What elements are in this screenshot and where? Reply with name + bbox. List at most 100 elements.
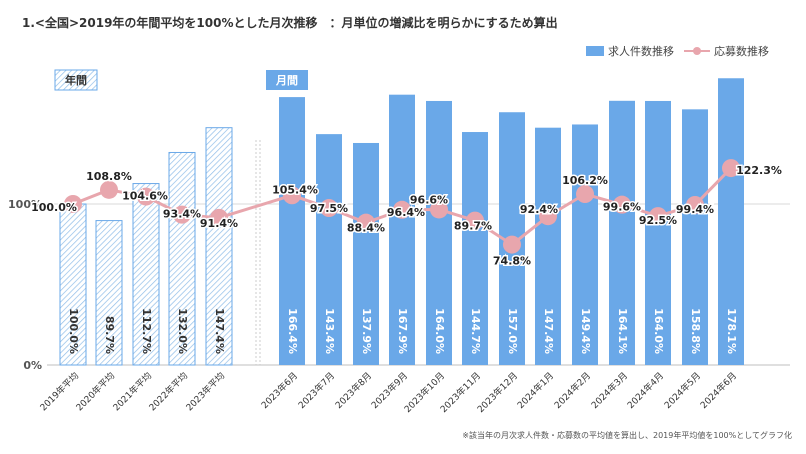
bar-value-label: 100.0% (67, 308, 80, 354)
footnote: ※該当年の月次求人件数・応募数の平均値を算出し、2019年平均値を100%として… (462, 431, 792, 440)
bar (535, 127, 561, 365)
bar-value-label: 149.4% (579, 308, 592, 354)
line-marker (283, 186, 301, 205)
line-value-label: 104.6% (122, 190, 168, 203)
x-tick-label: 2024年6月 (698, 370, 739, 411)
x-tick-label: 2023年6月 (259, 370, 300, 411)
line-marker (576, 185, 594, 204)
line-marker (357, 213, 375, 232)
bar-value-label: 166.4% (286, 308, 299, 354)
bar (316, 134, 342, 365)
line-marker (173, 205, 191, 224)
line-value-label: 96.6% (410, 193, 448, 206)
legend-item-jobs: 求人件数推移 (586, 43, 674, 59)
bar-value-label: 158.8% (689, 308, 702, 354)
x-tick-label: 2023年8月 (333, 370, 374, 411)
line-value-label: 91.4% (200, 217, 238, 230)
line-value-label: 92.5% (639, 214, 677, 227)
bar-value-label: 178.1% (725, 308, 738, 354)
line-marker (503, 235, 521, 254)
legend-label-applications: 応募数推移 (714, 45, 769, 58)
line-value-label: 99.4% (676, 203, 714, 216)
x-tick-label: 2023年平均 (183, 370, 227, 414)
line-value-label: 93.4% (163, 208, 201, 221)
y-tick-label: 0% (23, 359, 42, 372)
bar-value-label: 143.4% (323, 308, 336, 354)
group-label-box (54, 69, 98, 91)
bar-value-label: 164.0% (433, 308, 446, 354)
line-marker (539, 207, 557, 226)
bar-value-label: 132.0% (176, 308, 189, 354)
bar (645, 100, 671, 366)
bar-value-label: 164.0% (652, 308, 665, 354)
line-value-label: 106.2% (562, 174, 608, 187)
legend-item-applications: 応募数推移 (684, 43, 769, 59)
chart-title: 1.<全国>2019年の年間平均を100%とした月次推移 ：月単位の増減比を明ら… (22, 16, 558, 30)
bar (718, 78, 744, 365)
bar (389, 94, 415, 365)
bar-value-label: 112.7% (140, 308, 153, 354)
line-value-label: 89.7% (454, 220, 492, 233)
bar (682, 109, 708, 365)
line-value-label: 96.4% (387, 206, 425, 219)
legend-label-jobs: 求人件数推移 (608, 45, 674, 58)
group-label: 月間 (275, 74, 298, 87)
x-tick-label: 2024年4月 (625, 370, 666, 411)
line-marker (466, 211, 484, 230)
line-value-label: 122.3% (736, 164, 782, 177)
x-tick-label: 2023年9月 (369, 370, 410, 411)
x-tick-label: 2023年7月 (296, 370, 337, 411)
line-value-label: 97.5% (310, 202, 348, 215)
bar (353, 142, 379, 365)
bar-value-label: 147.4% (213, 308, 226, 354)
bar (205, 127, 233, 366)
line-value-label: 105.4% (272, 183, 318, 196)
bar (279, 97, 305, 365)
line-value-label: 74.8% (493, 255, 531, 268)
line-marker (210, 208, 228, 227)
bar-value-label: 157.0% (506, 308, 519, 354)
line-marker (613, 195, 631, 214)
line-marker (430, 200, 448, 219)
bar-value-label: 164.1% (616, 308, 629, 354)
x-tick-label: 2024年3月 (589, 370, 630, 411)
bar (59, 203, 87, 366)
bar-value-label: 144.7% (469, 308, 482, 354)
x-tick-label: 2020年平均 (73, 370, 117, 414)
bar-value-label: 89.7% (103, 316, 116, 354)
line-marker (393, 200, 411, 219)
y-tick-label: 100% (8, 198, 42, 211)
bar-value-label: 167.9% (396, 308, 409, 354)
line-marker (100, 180, 118, 199)
line-marker (722, 159, 740, 178)
bar (426, 100, 452, 366)
bar (462, 132, 488, 365)
x-tick-label: 2024年1月 (515, 370, 556, 411)
line-value-label: 92.4% (520, 203, 558, 216)
group-label-box (266, 70, 308, 90)
line-value-label: 88.4% (347, 222, 385, 235)
bar (132, 183, 160, 366)
line-marker (64, 195, 82, 213)
bar-value-label: 137.9% (360, 308, 373, 354)
bar (572, 124, 598, 365)
line-marker (686, 195, 704, 214)
group-label: 年間 (65, 73, 87, 87)
bar (168, 151, 196, 366)
legend-swatch-applications (684, 46, 710, 56)
bar (95, 220, 123, 366)
line-marker (649, 207, 667, 226)
x-tick-label: 2024年5月 (662, 370, 703, 411)
line-marker (320, 199, 338, 218)
x-tick-label: 2024年2月 (552, 370, 593, 411)
line-value-label: 100.0% (31, 201, 77, 214)
bar-value-label: 147.4% (542, 308, 555, 354)
x-tick-label: 2022年平均 (146, 370, 190, 414)
line-value-label: 108.8% (86, 170, 132, 183)
line-marker (137, 187, 155, 206)
legend: 求人件数推移 応募数推移 (586, 43, 779, 59)
bar (609, 100, 635, 365)
legend-swatch-jobs (586, 46, 604, 56)
line-value-label: 99.6% (603, 201, 641, 214)
